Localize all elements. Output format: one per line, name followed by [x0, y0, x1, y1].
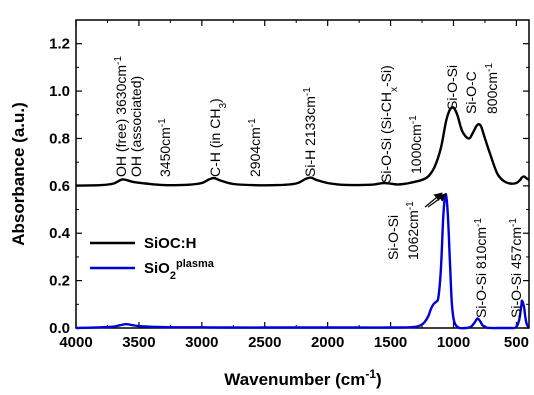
series-line-0 — [75, 106, 530, 187]
annotation-siosi-top: Si-O-Si — [444, 65, 460, 110]
annotation-siosi-457-part: Si-O-Si 457cm — [508, 227, 524, 318]
series-line-1 — [75, 192, 530, 330]
annotation-ch-2904: 2904cm-1 — [247, 118, 264, 177]
annotation-siosi-810: Si-O-Si 810cm-1 — [473, 218, 490, 318]
annotation-oh-assoc-part: OH (associated) — [128, 76, 144, 177]
legend: SiOC:H SiO2plasma — [90, 235, 215, 282]
annotation-ch: C-H (in CH3) — [207, 98, 229, 177]
annotation-oh-3450-part: 3450cm — [157, 127, 173, 177]
arrow-1062 — [427, 193, 447, 208]
annotation-oh-free: OH (free) 3630cm-1 — [113, 56, 130, 177]
x-axis-title-part: -1 — [365, 367, 376, 381]
annotation-sioc-800: 800cm-1 — [484, 63, 501, 114]
annotation-sih: Si-H 2133cm-1 — [302, 87, 319, 177]
x-tick-label: 2000 — [311, 334, 344, 351]
annotation-ch-part: ) — [207, 98, 223, 103]
y-tick-label: 0.8 — [49, 130, 70, 147]
y-tick-label: 0.2 — [49, 273, 70, 290]
annotation-siosi-1062-part: 1062cm — [405, 210, 421, 260]
annotation-siosi-ch-part: Si-O-Si (Si-CH — [378, 92, 394, 183]
tick-labels: 4000 3500 3000 2500 2000 1500 1000 500 0.0 0.2 0.4… — [49, 36, 529, 351]
x-tick-label: 500 — [504, 334, 529, 351]
annotation-siosi-1062: 1062cm-1 — [405, 201, 422, 260]
legend-label-1-part: plasma — [176, 258, 215, 270]
annotation-siosi-top-part: Si-O-Si — [444, 65, 460, 110]
annotation-arrows — [424, 192, 447, 208]
annotation-siosi-810-part: Si-O-Si 810cm — [473, 227, 489, 318]
annotation-siosi-ch-part: x — [389, 87, 400, 92]
y-tick-label: 1.2 — [49, 36, 70, 53]
annotation-siosi-457: Si-O-Si 457cm-1 — [508, 218, 525, 318]
annotation-ch-2904-part: 2904cm — [247, 127, 263, 177]
series-lines — [75, 106, 530, 330]
annotation-ch-2904-part: -1 — [247, 118, 258, 127]
annotation-sioc-800-part: -1 — [484, 63, 495, 72]
legend-label-1-part: 2 — [170, 270, 176, 282]
legend-label-1-part: SiO — [144, 260, 170, 277]
x-tick-label: 3000 — [185, 334, 218, 351]
annotation-siosi-ch: Si-O-Si (Si-CHx-Si) — [378, 65, 400, 183]
annotation-siosi-blue-part: Si-O-Si — [385, 215, 401, 260]
annotation-sih-part: -1 — [302, 87, 313, 96]
y-tick-label: 0.6 — [49, 178, 70, 195]
annotation-siosi-1000-part: 1000cm — [408, 124, 424, 174]
annotation-siosi-1000-part: -1 — [408, 115, 419, 124]
annotation-oh-3450: 3450cm-1 — [157, 118, 174, 177]
annotation-siosi-457-part: -1 — [508, 218, 519, 227]
arrow-1000 — [424, 192, 443, 208]
annotation-ch-part: 3 — [218, 103, 229, 109]
annotation-siosi-1000: 1000cm-1 — [408, 115, 425, 174]
annotation-oh-3450-part: -1 — [157, 118, 168, 127]
annotation-ch-part: C-H (in CH — [207, 109, 223, 177]
legend-label-1: SiO2plasma — [144, 258, 215, 282]
y-axis-title: Absorbance (a.u.) — [9, 102, 28, 246]
y-tick-label: 0.4 — [49, 225, 71, 242]
annotation-oh-free-part: -1 — [113, 56, 124, 65]
x-axis-title-part: ) — [376, 370, 382, 389]
annotation-siosi-blue: Si-O-Si — [385, 215, 401, 260]
annotation-siosi-1062-part: -1 — [405, 201, 416, 210]
x-tick-label: 4000 — [59, 334, 92, 351]
annotation-siosi-ch-part: -Si) — [378, 65, 394, 87]
x-tick-label: 3500 — [122, 334, 155, 351]
x-tick-label: 2500 — [248, 334, 281, 351]
annotation-oh-assoc: OH (associated) — [128, 76, 144, 177]
x-tick-label: 1000 — [437, 334, 470, 351]
y-tick-label: 0.0 — [49, 320, 70, 337]
annotation-sioc-800-part: 800cm — [484, 72, 500, 114]
annotations: OH (free) 3630cm-1OH (associated) 3450cm-… — [113, 56, 525, 318]
legend-label-0-part: SiOC:H — [144, 235, 197, 252]
annotation-oh-free-part: OH (free) 3630cm — [113, 65, 129, 177]
legend-label-0: SiOC:H — [144, 235, 197, 252]
annotation-sioc-part: Si-O-C — [463, 71, 479, 114]
annotation-siosi-810-part: -1 — [473, 218, 484, 227]
x-tick-label: 1500 — [374, 334, 407, 351]
x-axis-title-part: Wavenumber (cm — [224, 370, 365, 389]
x-axis-title: Wavenumber (cm-1) — [224, 367, 381, 389]
y-tick-label: 1.0 — [49, 83, 70, 100]
annotation-sioc: Si-O-C — [463, 71, 479, 114]
annotation-sih-part: Si-H 2133cm — [302, 96, 318, 177]
